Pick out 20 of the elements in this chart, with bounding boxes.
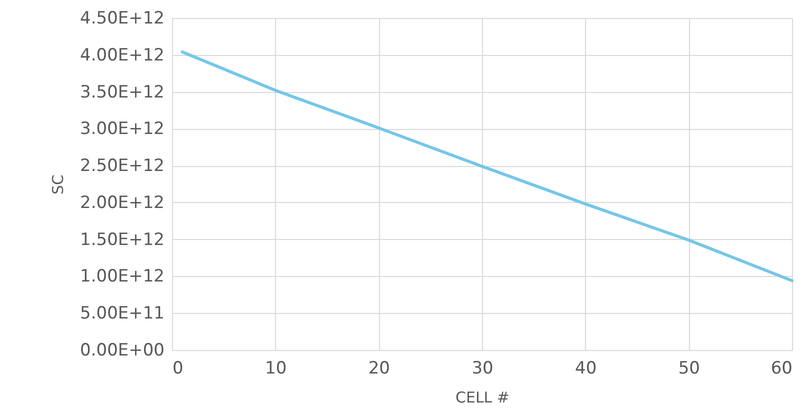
x-tick-label: 40 <box>575 358 597 378</box>
y-tick-label: 1.00E+12 <box>80 266 164 287</box>
x-tick-label: 50 <box>678 358 700 378</box>
y-tick-label: 1.50E+12 <box>80 230 164 250</box>
x-axis-title: CELL # <box>455 388 510 406</box>
line-series <box>180 50 794 282</box>
y-axis-title: SC <box>49 174 68 194</box>
y-tick-label: 5.00E+11 <box>80 304 164 324</box>
x-tick-label: 10 <box>265 358 287 378</box>
y-tick-label: 3.50E+12 <box>80 82 164 102</box>
x-tick-label: 20 <box>368 358 390 378</box>
x-tick-label: 30 <box>472 358 494 378</box>
y-tick-label: 0.00E+00 <box>80 340 164 360</box>
y-tick-label: 3.00E+12 <box>80 119 164 140</box>
y-tick-label: 2.00E+12 <box>80 192 164 213</box>
x-tick-label: 60 <box>770 358 792 378</box>
y-tick-label: 4.00E+12 <box>80 45 164 66</box>
y-tick-label: 4.50E+12 <box>80 8 164 28</box>
y-tick-label: 2.50E+12 <box>80 156 164 176</box>
x-tick-label: 0 <box>172 358 184 378</box>
